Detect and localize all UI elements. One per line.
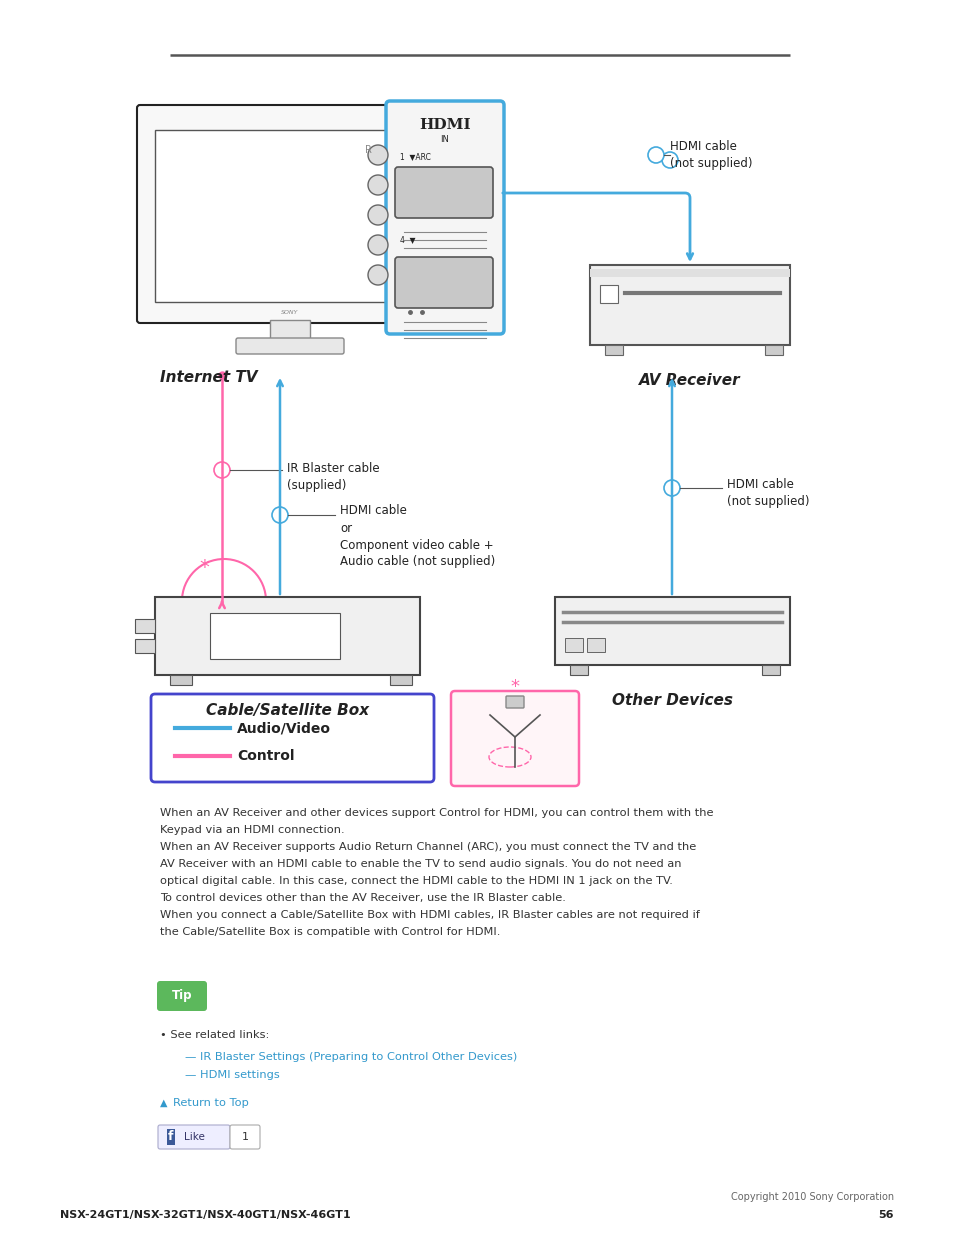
- Text: Copyright 2010 Sony Corporation: Copyright 2010 Sony Corporation: [730, 1192, 893, 1202]
- FancyBboxPatch shape: [230, 1125, 260, 1149]
- Bar: [599, 285, 618, 303]
- Text: (not supplied): (not supplied): [726, 495, 809, 509]
- Text: When an AV Receiver and other devices support Control for HDMI, you can control : When an AV Receiver and other devices su…: [160, 808, 713, 818]
- Bar: [586, 638, 604, 652]
- Text: AV Receiver: AV Receiver: [639, 373, 740, 388]
- Circle shape: [368, 175, 388, 195]
- Text: Return to Top: Return to Top: [172, 1098, 249, 1108]
- Bar: [135, 619, 154, 634]
- Text: 1: 1: [241, 1132, 248, 1142]
- Text: optical digital cable. In this case, connect the HDMI cable to the HDMI IN 1 jac: optical digital cable. In this case, con…: [160, 876, 672, 885]
- Text: Like: Like: [184, 1132, 205, 1142]
- Bar: [569, 664, 587, 676]
- Bar: [390, 676, 412, 685]
- Circle shape: [272, 508, 288, 522]
- Text: 1  ▼ARC: 1 ▼ARC: [399, 152, 431, 162]
- Bar: [154, 597, 419, 676]
- Bar: [604, 345, 622, 354]
- Bar: [764, 345, 782, 354]
- Text: HDMI cable: HDMI cable: [726, 478, 793, 490]
- Circle shape: [368, 266, 388, 285]
- Text: When you connect a Cable/Satellite Box with HDMI cables, IR Blaster cables are n: When you connect a Cable/Satellite Box w…: [160, 910, 700, 920]
- Circle shape: [213, 462, 230, 478]
- Circle shape: [368, 205, 388, 225]
- Text: — IR Blaster Settings (Preparing to Control Other Devices): — IR Blaster Settings (Preparing to Cont…: [185, 1052, 517, 1062]
- FancyBboxPatch shape: [451, 692, 578, 785]
- Text: • See related links:: • See related links:: [160, 1030, 269, 1040]
- Text: HDMI: HDMI: [418, 119, 471, 132]
- Circle shape: [368, 144, 388, 165]
- Text: To control devices other than the AV Receiver, use the IR Blaster cable.: To control devices other than the AV Rec…: [160, 893, 565, 903]
- FancyBboxPatch shape: [137, 105, 442, 324]
- Bar: [270, 320, 310, 342]
- Text: HDMI cable: HDMI cable: [339, 505, 406, 517]
- Text: Audio cable (not supplied): Audio cable (not supplied): [339, 555, 495, 568]
- FancyBboxPatch shape: [157, 981, 207, 1011]
- Text: Tip: Tip: [172, 989, 193, 1003]
- Bar: [589, 266, 789, 345]
- Bar: [761, 664, 780, 676]
- Text: *: *: [199, 557, 209, 577]
- FancyBboxPatch shape: [395, 257, 493, 308]
- FancyBboxPatch shape: [386, 101, 503, 333]
- FancyBboxPatch shape: [395, 167, 493, 219]
- Text: HDMI cable: HDMI cable: [669, 141, 736, 153]
- Text: or: or: [339, 522, 352, 536]
- Bar: [170, 676, 192, 685]
- Bar: [210, 613, 339, 659]
- Text: 56: 56: [878, 1210, 893, 1220]
- FancyBboxPatch shape: [151, 694, 434, 782]
- Text: When an AV Receiver supports Audio Return Channel (ARC), you must connect the TV: When an AV Receiver supports Audio Retur…: [160, 842, 696, 852]
- FancyBboxPatch shape: [235, 338, 344, 354]
- Text: IR Blaster cable: IR Blaster cable: [287, 462, 379, 474]
- FancyBboxPatch shape: [505, 697, 523, 708]
- Text: 4  ▼: 4 ▼: [399, 236, 416, 245]
- Circle shape: [368, 235, 388, 254]
- Bar: [564, 638, 582, 652]
- Circle shape: [647, 147, 663, 163]
- Text: (not supplied): (not supplied): [669, 157, 752, 169]
- Text: Keypad via an HDMI connection.: Keypad via an HDMI connection.: [160, 825, 344, 835]
- Text: SONY: SONY: [281, 310, 298, 315]
- Bar: [589, 269, 789, 277]
- Text: (supplied): (supplied): [287, 479, 346, 493]
- Bar: [555, 597, 789, 664]
- Text: Internet TV: Internet TV: [160, 370, 257, 385]
- Circle shape: [661, 152, 678, 168]
- Text: Audio/Video: Audio/Video: [236, 721, 331, 735]
- Text: *: *: [510, 678, 519, 697]
- Text: f: f: [168, 1130, 173, 1144]
- Text: NSX-24GT1/NSX-32GT1/NSX-40GT1/NSX-46GT1: NSX-24GT1/NSX-32GT1/NSX-40GT1/NSX-46GT1: [60, 1210, 351, 1220]
- Text: Control: Control: [236, 748, 294, 763]
- Text: R: R: [365, 144, 372, 156]
- Text: Other Devices: Other Devices: [612, 693, 732, 708]
- FancyBboxPatch shape: [158, 1125, 230, 1149]
- Text: ▲: ▲: [160, 1098, 168, 1108]
- Bar: [135, 638, 154, 653]
- Text: — HDMI settings: — HDMI settings: [185, 1070, 279, 1079]
- Circle shape: [663, 480, 679, 496]
- Text: Cable/Satellite Box: Cable/Satellite Box: [206, 703, 369, 718]
- Text: the Cable/Satellite Box is compatible with Control for HDMI.: the Cable/Satellite Box is compatible wi…: [160, 927, 500, 937]
- Text: IN: IN: [440, 135, 449, 143]
- Bar: [154, 130, 424, 303]
- Text: Component video cable +: Component video cable +: [339, 538, 493, 552]
- Text: AV Receiver with an HDMI cable to enable the TV to send audio signals. You do no: AV Receiver with an HDMI cable to enable…: [160, 860, 680, 869]
